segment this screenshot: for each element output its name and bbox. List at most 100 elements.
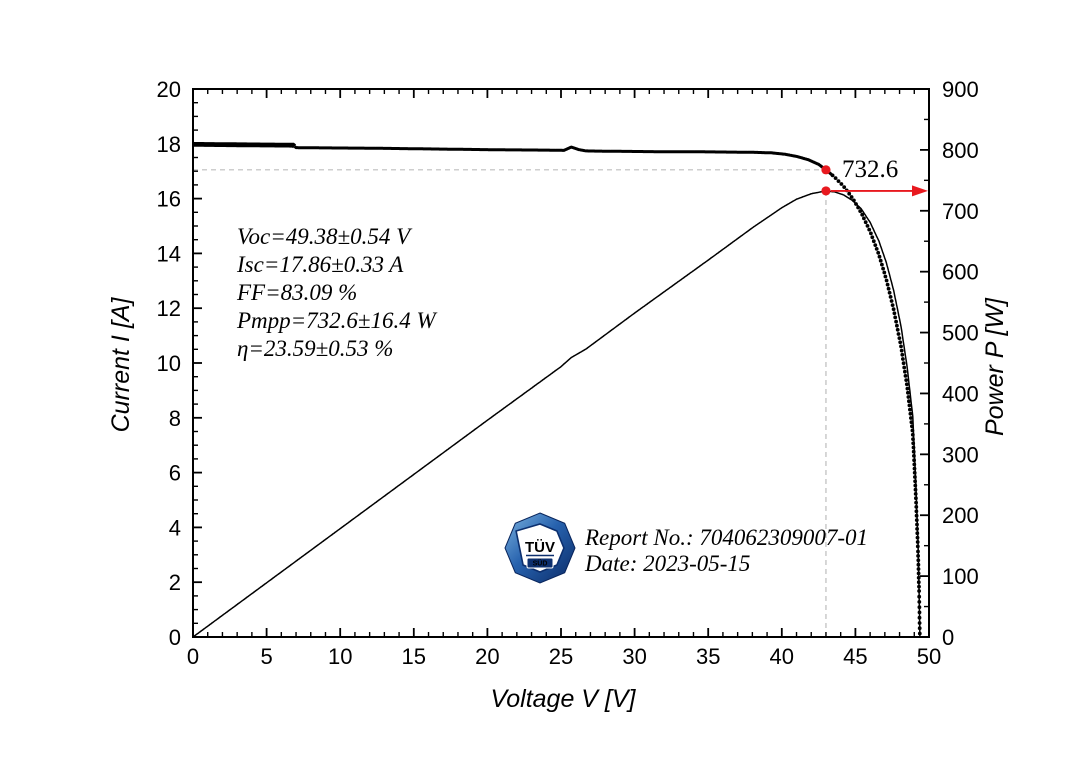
mpp-power-dot [821,186,831,196]
mpp-power-value: 732.6 [842,156,898,183]
iv-data-point [900,352,905,357]
left-tick-label: 18 [157,132,181,157]
iv-data-point [901,361,906,366]
iv-data-point [867,227,872,232]
iv-curve [293,145,834,177]
left-tick-label: 2 [169,570,181,595]
iv-data-point [915,522,919,527]
right-tick-label: 600 [942,260,979,285]
iv-data-point [901,357,905,361]
x-axis-title: Voltage V [V] [491,685,637,713]
left-axis-title: Current I [A] [107,297,135,433]
right-tick-label: 700 [942,199,979,224]
iv-data-point [909,420,914,425]
mpp-guide-lines [193,169,827,637]
iv-data-point [858,209,863,214]
iv-data-point [860,212,865,217]
iv-data-point [902,365,907,370]
right-tick-label: 800 [942,138,979,163]
iv-data-point [903,374,908,378]
iv-data-point [914,505,919,509]
mpp-current-dot [821,165,831,175]
iv-data-point [886,286,891,291]
right-tick-label: 400 [942,381,979,406]
axis-tick-labels: 0 5 10 15 20 25 30 35 40 45 5002468101214161820010… [157,77,979,669]
iv-data-point [914,496,918,501]
iv-data-point [915,535,920,540]
iv-data-point [916,575,921,580]
iv-data-point [916,567,921,571]
iv-data-point [910,424,914,429]
iv-data-point [917,626,922,631]
iv-data-point [912,466,917,471]
iv-data-point [856,205,860,210]
right-tick-label: 900 [942,77,979,102]
iv-data-point [869,231,873,236]
iv-data-point [911,449,916,454]
x-tick-label: 15 [402,644,426,669]
x-tick-label: 10 [328,644,352,669]
iv-data-point [914,509,919,514]
mpp-arrowhead-icon [912,185,928,197]
right-tick-label: 300 [942,442,979,467]
iv-data-point [884,278,889,283]
iv-data-point [916,549,920,554]
iv-data-point [910,432,915,437]
iv-data-point [913,487,918,492]
iv-data-point [914,518,919,522]
iv-data-point [913,492,918,496]
x-tick-label: 25 [549,644,573,669]
iv-data-point [904,378,909,382]
result-line-4: η=23.59±0.53 % [237,336,393,361]
iv-data-point [916,580,921,585]
x-tick-label: 20 [475,644,499,669]
iv-data-point [887,290,892,295]
left-tick-label: 4 [169,515,181,540]
iv-data-point [909,416,913,420]
iv-data-point [847,191,852,196]
iv-data-point [906,395,911,399]
left-tick-label: 16 [157,187,181,212]
iv-data-point [915,531,920,536]
iv-data-point [908,411,913,416]
left-tick-label: 8 [169,406,181,431]
power-curve [192,190,921,638]
x-tick-label: 5 [260,644,272,669]
iv-data-point [842,185,847,190]
data-curves [192,141,922,638]
x-tick-label: 50 [917,644,941,669]
iv-data-point [862,216,866,221]
iv-data-point [917,584,921,589]
iv-data-point [907,403,912,408]
iv-data-point [878,258,883,263]
iv-data-point [895,323,899,328]
axis-ticks [192,88,930,638]
iv-data-point [839,182,844,186]
right-tick-label: 100 [942,564,979,589]
iv-data-point [899,348,904,353]
iv-data-point [915,540,920,544]
iv-data-point [917,610,922,615]
iv-data-point [917,600,922,604]
iv-data-point [913,479,917,484]
iv-data-point [888,295,893,299]
iv-data-point [916,554,920,558]
iv-data-point [892,311,897,316]
iv-data-point [863,220,868,225]
iv-data-point [849,195,854,199]
iv-data-point [897,336,902,340]
iv-data-point [882,270,887,275]
iv-data-point [912,470,917,475]
iv-data-point [874,247,879,251]
iv-data-point [917,605,922,610]
iv-data-point [904,382,909,387]
right-tick-label: 200 [942,503,979,528]
iv-data-point [891,307,896,312]
iv-data-point [865,224,870,228]
result-line-2: FF=83.09 % [236,280,357,305]
iv-data-point [915,544,920,549]
x-tick-label: 30 [622,644,646,669]
iv-data-point [852,198,856,203]
